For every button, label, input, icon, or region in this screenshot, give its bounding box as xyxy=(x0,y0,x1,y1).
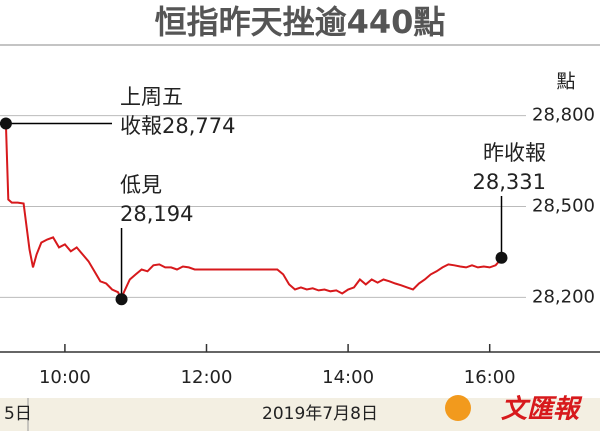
annotation: 28,331 xyxy=(473,170,546,194)
footer-date: 2019年7月8日 xyxy=(262,404,378,424)
y-unit: 點 xyxy=(556,71,575,93)
logo-icon xyxy=(445,395,471,421)
x-tick-label: 12:00 xyxy=(181,367,233,388)
y-tick-label: 28,800 xyxy=(532,105,595,126)
marker xyxy=(115,293,128,306)
marker xyxy=(495,251,508,264)
y-tick-label: 28,200 xyxy=(532,286,595,307)
footer-left: 5日 xyxy=(4,404,32,424)
chart-title: 恒指昨天挫逾440點 xyxy=(155,3,446,41)
x-tick-label: 16:00 xyxy=(464,367,516,388)
footer-band xyxy=(0,398,600,431)
annotation: 28,194 xyxy=(120,202,193,226)
y-tick-label: 28,500 xyxy=(532,196,595,217)
annotation: 上周五 xyxy=(120,85,183,109)
annotation: 收報28,774 xyxy=(120,114,235,138)
marker xyxy=(0,117,12,130)
annotation: 昨收報 xyxy=(483,141,546,165)
line xyxy=(4,123,503,302)
annotation: 低見 xyxy=(120,173,162,197)
x-tick-label: 10:00 xyxy=(39,367,91,388)
x-tick-label: 14:00 xyxy=(322,367,374,388)
logo: 文匯報 xyxy=(501,395,583,425)
